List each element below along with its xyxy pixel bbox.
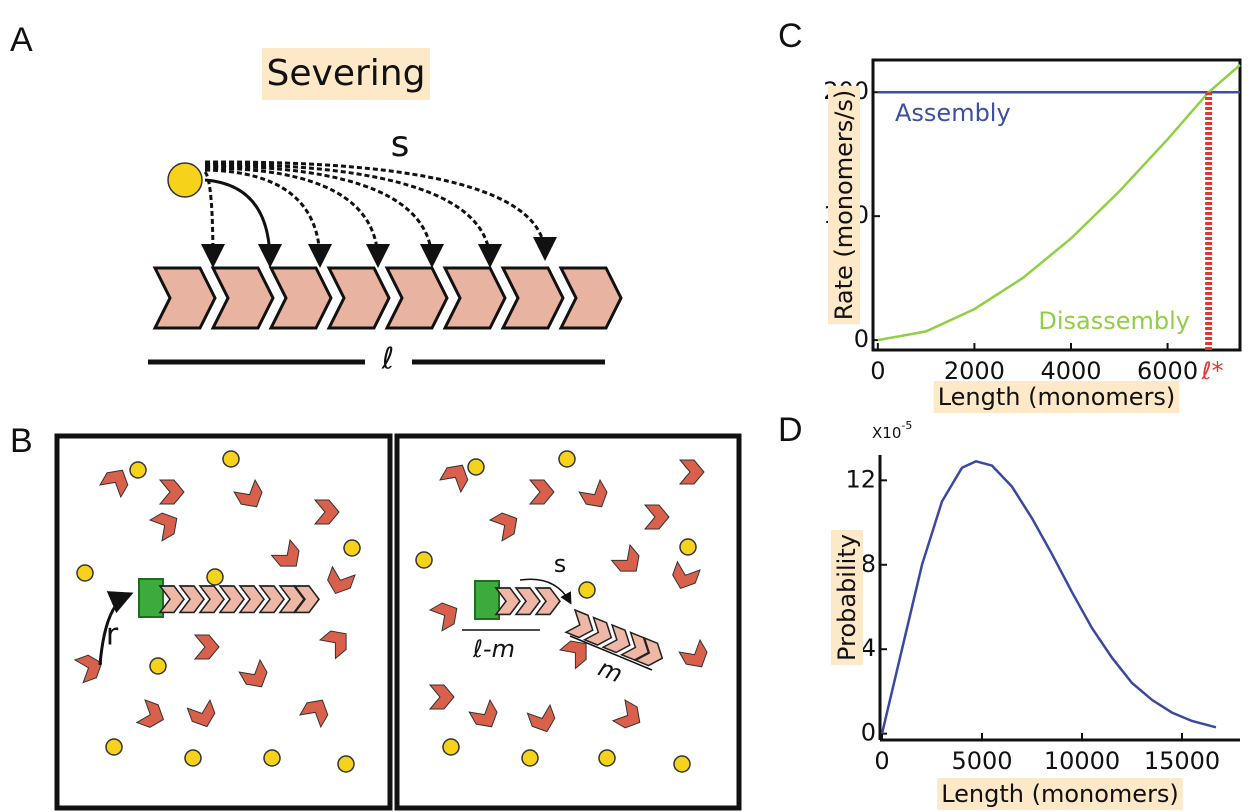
- line: [882, 461, 1216, 733]
- severing-rate-label: s: [391, 124, 410, 165]
- critical-length-label: ℓ*: [1201, 357, 1224, 385]
- diagram-title: Severing: [267, 53, 426, 94]
- y-tick-label: 8: [861, 550, 876, 578]
- y-scale-label: X10-5: [872, 419, 912, 442]
- rate-label: r: [106, 618, 119, 653]
- y-tick-label: 12: [845, 465, 876, 493]
- figure: A B C D Severing s ℓ r s ℓ-m m 020004000…: [0, 0, 1253, 812]
- x-axis-label: Length (monomers): [941, 780, 1179, 808]
- x-tick-label: 0: [870, 357, 885, 385]
- y-axis-label: Probability: [833, 534, 861, 661]
- y-tick-label: 0: [861, 719, 876, 747]
- severing-label: s: [554, 550, 567, 578]
- legend-label: Disassembly: [1038, 307, 1190, 335]
- legend-label: Assembly: [895, 99, 1011, 127]
- x-tick-label: 4000: [1040, 357, 1101, 385]
- length-label: m: [594, 654, 626, 689]
- length-label: ℓ: [381, 342, 394, 377]
- x-axis-label: Length (monomers): [938, 383, 1176, 411]
- x-tick-label: 15000: [1144, 747, 1220, 775]
- x-tick-label: 10000: [1044, 747, 1120, 775]
- severing-protein: [168, 163, 202, 197]
- filament: [155, 268, 621, 328]
- y-scale-exponent: -5: [901, 419, 912, 432]
- x-tick-label: 6000: [1137, 357, 1198, 385]
- length-label: ℓ-m: [472, 635, 515, 663]
- x-tick-label: 5000: [951, 747, 1012, 775]
- y-scale-base: X10: [872, 424, 901, 442]
- panel-label: C: [778, 17, 803, 55]
- x-tick-label: 0: [874, 747, 889, 775]
- x-tick-label: 2000: [944, 357, 1005, 385]
- arrows: [205, 162, 545, 262]
- panel-label: B: [10, 422, 33, 460]
- y-tick-label: 4: [861, 634, 876, 662]
- y-axis-label: Rate (monomers/s): [830, 90, 858, 320]
- y-tick-label: 0: [854, 325, 869, 353]
- panel-label: D: [778, 411, 803, 449]
- panel-label: A: [10, 21, 33, 59]
